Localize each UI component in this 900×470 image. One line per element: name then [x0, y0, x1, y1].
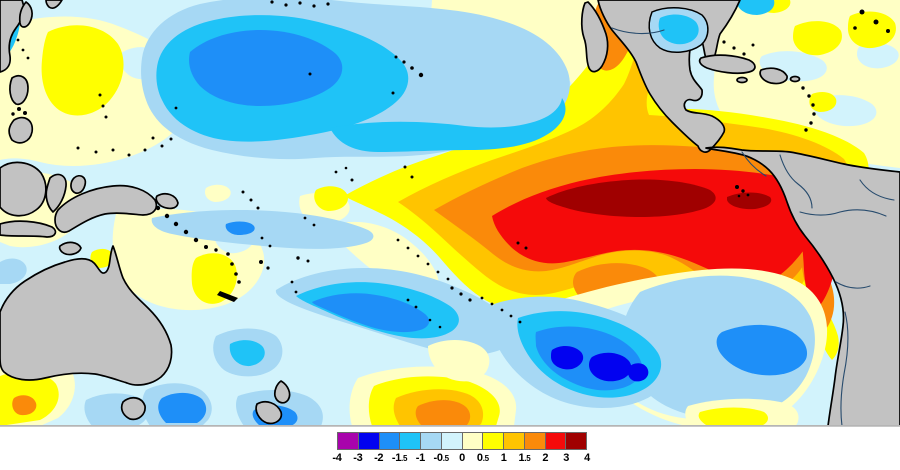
atlantic-yellow-patch-2 — [847, 11, 896, 49]
sulawesi-island — [45, 173, 67, 213]
galapagos-islands — [735, 185, 739, 189]
java-island — [0, 220, 57, 238]
tasman-cold-core — [158, 392, 207, 423]
tasmania-island — [120, 396, 146, 421]
vanuatu-warm-patch — [191, 253, 237, 304]
hispaniola-island — [759, 67, 788, 85]
bolivia-border — [835, 281, 871, 289]
brazil-inner-border — [859, 179, 895, 201]
nz-north-island — [273, 380, 291, 404]
deep-cold-regions — [551, 346, 649, 382]
nz-south-island — [255, 401, 283, 425]
carpentaria-yellow-patch — [90, 248, 114, 268]
atlantic-yellow-patch-3 — [809, 91, 837, 112]
map-bottom-frame — [0, 425, 900, 426]
southwest-australia-orange-dot — [12, 395, 37, 416]
us-mexico-border — [611, 27, 665, 35]
colorbar-cell — [357, 433, 379, 449]
colorbar-tick-label: -0.5 — [433, 452, 450, 464]
baja-california-peninsula — [580, 1, 609, 73]
new-caledonia-island — [217, 291, 238, 302]
land-masses — [0, 0, 900, 426]
bahamas-islands — [722, 40, 726, 44]
south-pacific-cream-separator — [428, 340, 490, 382]
colorbar-cell — [544, 433, 566, 449]
timor-island — [58, 241, 82, 256]
colorbar-tick-label: 1.5 — [518, 452, 531, 464]
peru-brazil-border — [799, 209, 887, 217]
lesser-antilles — [801, 86, 805, 90]
colorbar-tick-label: -4 — [332, 452, 342, 464]
new-guinea-island — [54, 184, 158, 233]
luzon-island — [9, 75, 29, 106]
colorbar-tick-label: -1.5 — [391, 452, 408, 464]
island-dots — [11, 0, 890, 329]
southeast-pacific-cold-core — [716, 324, 808, 376]
hawaii-islands — [394, 55, 398, 59]
colorbar-tick-label: -3 — [353, 452, 363, 464]
vanuatu-islands — [226, 252, 230, 256]
north-pacific-cold-core — [189, 30, 343, 106]
sst-anomaly-map — [0, 0, 900, 427]
el-nino-core-dark-red — [546, 179, 716, 217]
colorbar-tick-label: 1 — [500, 452, 507, 464]
nz-west-cool-core — [229, 340, 265, 367]
south-america-land — [705, 146, 900, 426]
solomon-islands — [155, 205, 161, 211]
equatorial-yellow-patch — [314, 186, 348, 211]
colorbar-cell — [503, 433, 524, 449]
colorbar-cell — [399, 433, 420, 449]
south-pacific-deep-cold-2 — [589, 352, 632, 382]
equatorial-cool-sliver — [225, 221, 255, 235]
colorbar-cell — [565, 433, 586, 449]
new-britain-island — [155, 193, 179, 210]
colorbar-legend: -4 -3 -2 -1.5 -1 -0.5 0 0.5 1 1.5 2 3 4 — [0, 427, 900, 470]
colorbar-cell — [461, 433, 483, 449]
colorbar-tick-label: -2 — [374, 452, 384, 464]
halmahera-island — [70, 175, 87, 195]
kuril-island — [45, 0, 63, 9]
colorbar-tick-label: 4 — [584, 452, 590, 464]
atlantic-top-cool-patch — [736, 0, 775, 15]
yellow-over-blue-patches — [698, 407, 769, 425]
mindanao-island — [8, 116, 34, 144]
colorbar — [337, 432, 587, 450]
colorbar-tick-label: 0 — [459, 452, 465, 464]
equatorial-westpac-cool-band — [151, 210, 374, 249]
society-islands — [450, 286, 454, 290]
north-pacific-cold-tail — [330, 98, 566, 152]
puerto-rico-island — [789, 75, 801, 83]
equatorial-cream-patch-2 — [205, 184, 231, 202]
colorbar-tick-label: 3 — [563, 452, 570, 464]
chile-argentina-border — [840, 311, 849, 426]
borneo-island — [0, 161, 47, 217]
bottom-center-orange-core — [415, 400, 471, 426]
spcz-cold-core — [312, 293, 430, 333]
jamaica-island — [736, 76, 748, 84]
colorbar-cell — [338, 433, 358, 449]
country-borders — [611, 27, 895, 426]
atlantic-yellow-patch-1 — [793, 21, 842, 56]
colorbar-tick-label: 2 — [542, 452, 549, 464]
colorbar-tick-labels: -4 -3 -2 -1.5 -1 -0.5 0 0.5 1 1.5 2 3 4 — [332, 452, 590, 468]
australia-land — [0, 245, 173, 386]
colorbar-cell — [523, 433, 545, 449]
colombia-venezuela-border — [779, 154, 813, 209]
east-asia-warm-patch — [41, 25, 124, 116]
gulf-of-mexico-water — [648, 7, 709, 53]
colorbar-cell — [440, 433, 462, 449]
colorbar-cell — [420, 433, 441, 449]
south-pacific-deep-cold-3 — [627, 363, 649, 382]
colorbar-cell — [378, 433, 400, 449]
colombia-inner-border — [741, 151, 767, 177]
japan-island — [18, 1, 33, 28]
colorbar-cell — [482, 433, 503, 449]
south-pacific-deep-cold-1 — [551, 346, 584, 370]
colorbar-tick-label: 0.5 — [476, 452, 489, 464]
peru-bottom-yellow-strip — [698, 407, 769, 425]
indian-edge-cool-patch — [0, 258, 27, 284]
cuba-island — [698, 54, 756, 75]
colorbar-tick-label: -1 — [415, 452, 425, 464]
